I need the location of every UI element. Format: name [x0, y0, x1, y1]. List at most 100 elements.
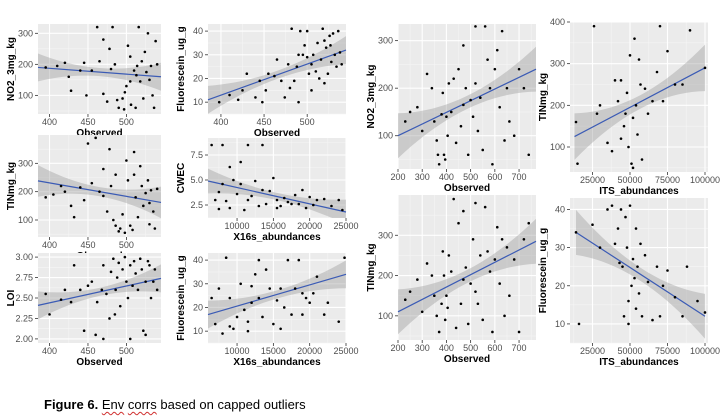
y-tick-label: 40	[193, 255, 203, 265]
data-point	[144, 191, 147, 195]
data-point	[436, 153, 440, 157]
data-point	[137, 25, 141, 29]
data-point	[486, 250, 489, 253]
data-point	[315, 198, 319, 202]
data-point	[146, 179, 150, 182]
data-point	[403, 120, 407, 123]
data-point	[625, 246, 629, 249]
x-tick-label: 75000	[655, 175, 680, 185]
data-point	[152, 280, 155, 283]
data-point	[618, 261, 621, 265]
data-point	[95, 25, 99, 29]
y-tick-label: 100	[378, 311, 393, 321]
data-point	[610, 149, 614, 153]
data-point	[486, 58, 489, 61]
y-tick-label: 30	[193, 50, 203, 60]
data-point	[134, 196, 137, 199]
data-point	[288, 86, 292, 90]
x-tick-label: 25000	[580, 346, 605, 356]
data-point	[153, 227, 157, 230]
data-point	[310, 89, 313, 92]
y-tick-label: 2.5	[190, 200, 203, 210]
x-tick-label: 25000	[333, 346, 358, 356]
data-point	[108, 47, 111, 51]
data-point	[78, 186, 82, 189]
trend-line	[397, 68, 537, 137]
data-point	[144, 280, 147, 283]
data-point	[336, 29, 340, 33]
data-point	[666, 269, 669, 272]
data-point	[257, 296, 261, 300]
x-tick-label: 15000	[261, 346, 286, 356]
data-point	[105, 210, 109, 213]
data-point	[598, 104, 602, 107]
data-point	[331, 32, 335, 35]
y-tick-label: 10	[193, 97, 203, 107]
data-point	[132, 69, 136, 72]
data-point	[452, 77, 455, 80]
data-point	[135, 64, 139, 68]
data-point	[326, 72, 330, 76]
data-point	[337, 198, 341, 202]
data-point	[246, 320, 250, 323]
data-point	[462, 209, 465, 213]
data-point	[250, 284, 253, 288]
data-point	[279, 204, 282, 208]
x-tick-label: 500	[119, 240, 134, 250]
data-point	[275, 58, 279, 61]
panel-p10: 25000 50000 75000 100000 10 20 30 40 ITS_abundan…	[538, 198, 720, 368]
x-tick-label: 450	[257, 117, 272, 127]
data-point	[640, 158, 644, 161]
y-tick-label: 10	[555, 319, 565, 329]
data-point	[330, 60, 333, 64]
data-point	[445, 294, 448, 297]
y-tick-label: 200	[378, 83, 393, 93]
x-tick-label: 75000	[655, 346, 680, 356]
data-point	[640, 314, 644, 318]
data-point	[433, 294, 436, 297]
data-point	[282, 196, 286, 200]
data-point	[466, 322, 470, 326]
data-point	[512, 258, 516, 261]
data-point	[625, 91, 629, 95]
data-point	[630, 284, 633, 288]
panel-p7: 200 300 400 500 600 700 100 200 300 Observed NO2_3…	[366, 24, 537, 194]
data-point	[495, 225, 499, 229]
data-point	[224, 199, 228, 203]
x-tick-label: 200	[390, 172, 405, 182]
data-point	[522, 238, 526, 241]
data-point	[631, 166, 635, 170]
data-point	[140, 268, 144, 271]
data-point	[658, 314, 662, 318]
data-point	[113, 63, 117, 66]
data-point	[123, 231, 127, 235]
data-point	[408, 290, 412, 293]
data-point	[661, 284, 665, 288]
y-tick-label: 200	[18, 59, 33, 69]
data-point	[301, 313, 304, 316]
data-point	[109, 270, 113, 274]
data-point	[643, 253, 647, 257]
data-point	[500, 29, 504, 33]
data-point	[627, 299, 630, 303]
data-point	[591, 223, 594, 227]
data-point	[257, 258, 261, 262]
data-point	[115, 98, 119, 102]
data-point	[304, 296, 308, 300]
data-point	[493, 67, 497, 71]
y-tick-label: 2.25	[15, 313, 33, 323]
data-point	[257, 204, 261, 208]
data-point	[576, 162, 579, 165]
data-point	[280, 79, 283, 83]
data-point	[301, 188, 304, 192]
data-point	[505, 246, 509, 249]
y-axis-title: Fluorescein_ug_g	[176, 26, 187, 112]
x-tick-label: 700	[512, 172, 527, 182]
data-point	[488, 270, 492, 273]
y-axis-title: TINmg_kg	[366, 243, 377, 291]
data-point	[125, 280, 128, 283]
data-point	[82, 61, 86, 65]
data-point	[335, 65, 338, 68]
data-point	[138, 257, 142, 261]
y-tick-label: 300	[550, 59, 565, 69]
